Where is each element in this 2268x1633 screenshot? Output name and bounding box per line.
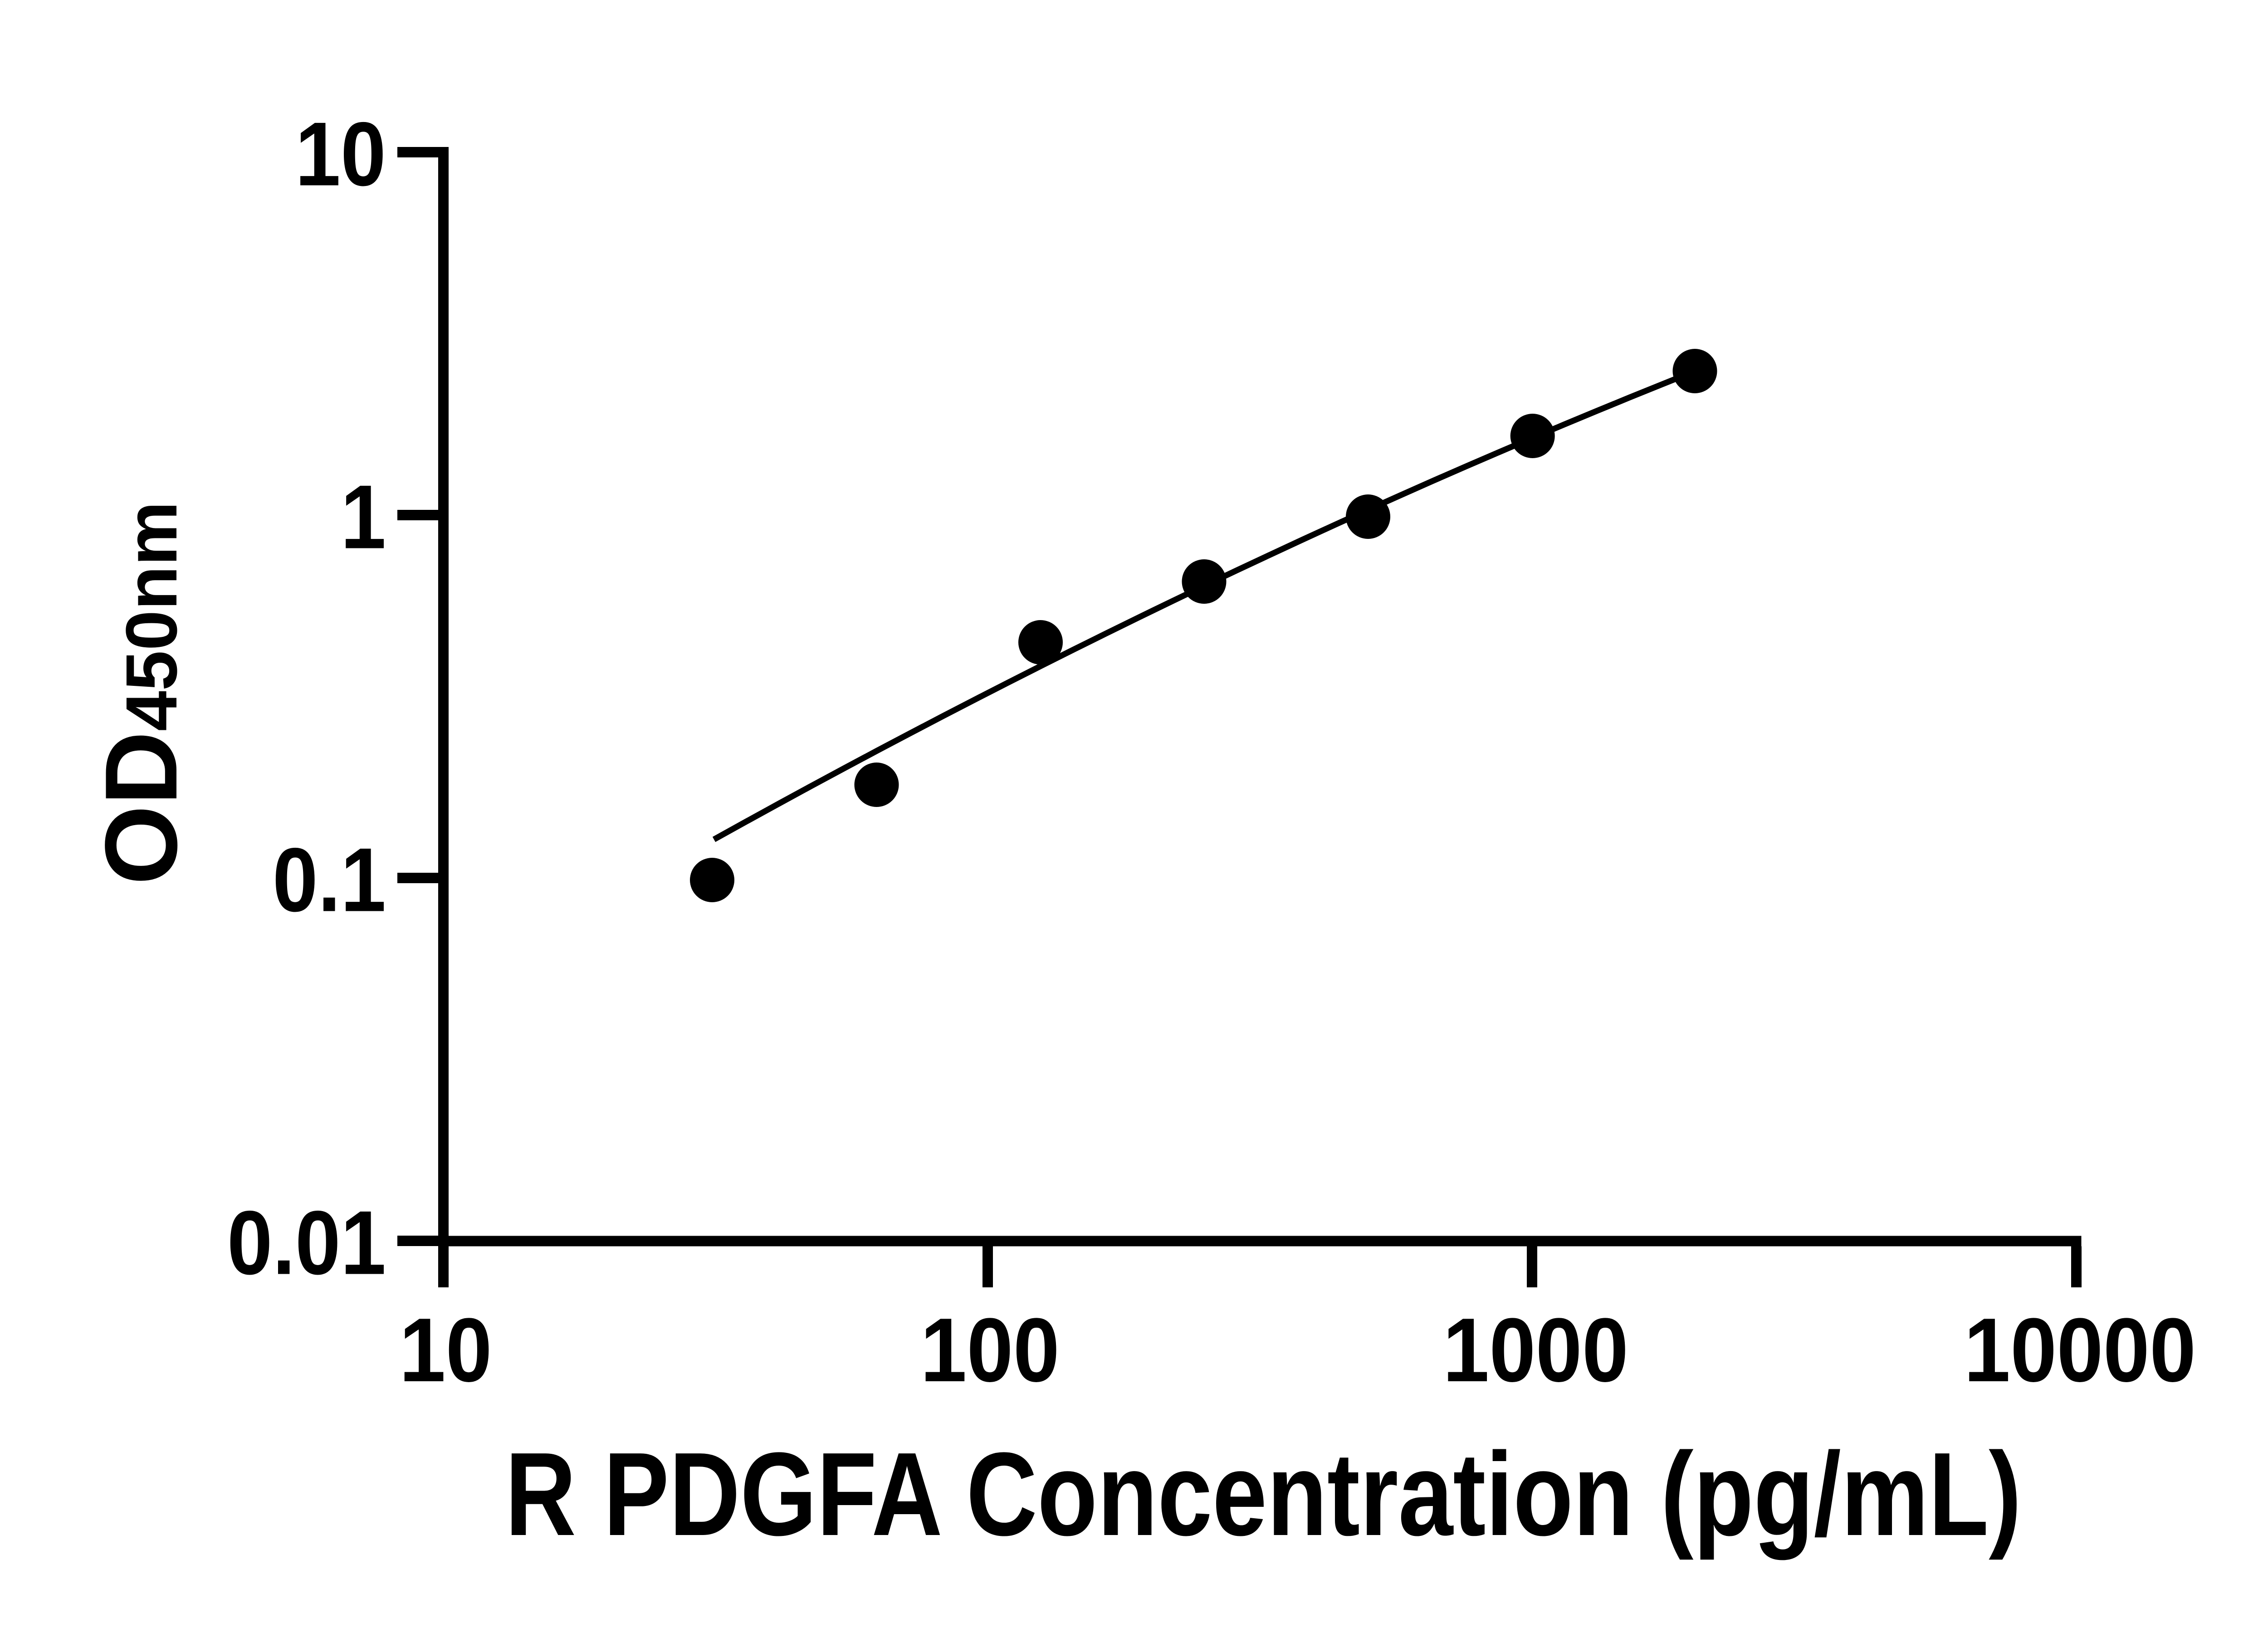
svg-text:R PDGFA Concentration (pg/mL): R PDGFA Concentration (pg/mL) [505,1428,2021,1560]
svg-text:1000: 1000 [1443,1299,1628,1401]
svg-text:10: 10 [295,104,386,205]
svg-text:0.1: 0.1 [273,830,386,931]
svg-text:1: 1 [341,467,386,568]
svg-text:10: 10 [399,1299,492,1401]
svg-text:100: 100 [920,1299,1060,1401]
svg-text:0.01: 0.01 [227,1193,386,1294]
svg-text:10000: 10000 [1964,1299,2196,1401]
